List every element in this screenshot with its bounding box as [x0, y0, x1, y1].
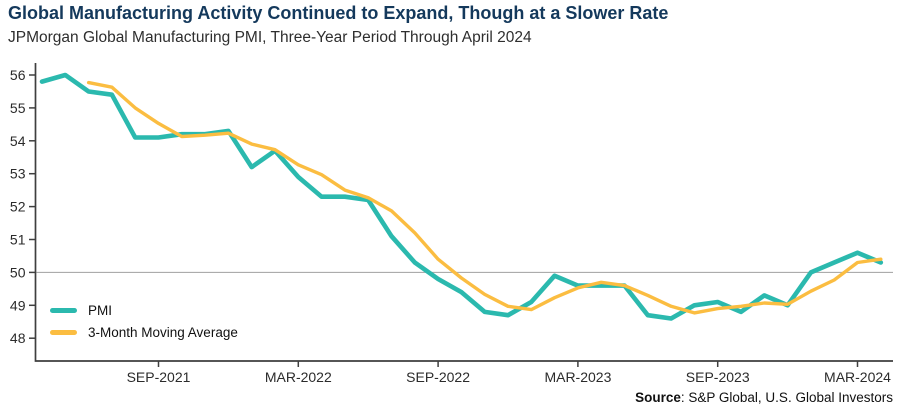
y-axis-label: 51: [10, 232, 26, 248]
y-axis-label: 49: [10, 297, 26, 313]
x-axis-label: SEP-2023: [686, 369, 750, 385]
source-label: Source: [635, 390, 681, 405]
source-note: Source: S&P Global, U.S. Global Investor…: [635, 390, 893, 405]
y-axis-label: 54: [10, 133, 26, 149]
y-axis-label: 53: [10, 166, 26, 182]
x-axis-label: MAR-2022: [265, 369, 332, 385]
pmi-line-swatch: [50, 308, 77, 313]
x-axis-label: SEP-2022: [406, 369, 470, 385]
chart-canvas: 48 49 50 51 52 53 54 55 56 SEP-2021 MAR-2022 SEP-20…: [10, 63, 893, 385]
legend-label-pmi: PMI: [88, 303, 113, 318]
x-axis-label: SEP-2021: [127, 369, 191, 385]
chart-legend: PMI 3-Month Moving Average: [50, 303, 238, 340]
moving-average-line-swatch: [50, 330, 77, 335]
axis-lines: [34, 63, 893, 362]
legend-item-pmi: PMI: [50, 303, 238, 318]
y-axis-label: 56: [10, 67, 26, 83]
y-axis-label: 50: [10, 264, 26, 280]
legend-label-moving-average: 3-Month Moving Average: [88, 325, 238, 340]
x-axis-label: MAR-2024: [824, 369, 891, 385]
y-axis-label: 48: [10, 330, 26, 346]
y-axis-label: 52: [10, 199, 26, 215]
page-title: Global Manufacturing Activity Continued …: [8, 3, 669, 23]
moving-average-line: [86, 80, 883, 315]
page-subtitle: JPMorgan Global Manufacturing PMI, Three…: [8, 29, 532, 46]
source-text: : S&P Global, U.S. Global Investors: [680, 390, 893, 405]
pmi-line: [39, 72, 884, 321]
y-axis-label: 55: [10, 100, 26, 116]
x-axis-label: MAR-2023: [544, 369, 611, 385]
legend-item-moving-average: 3-Month Moving Average: [50, 325, 238, 340]
